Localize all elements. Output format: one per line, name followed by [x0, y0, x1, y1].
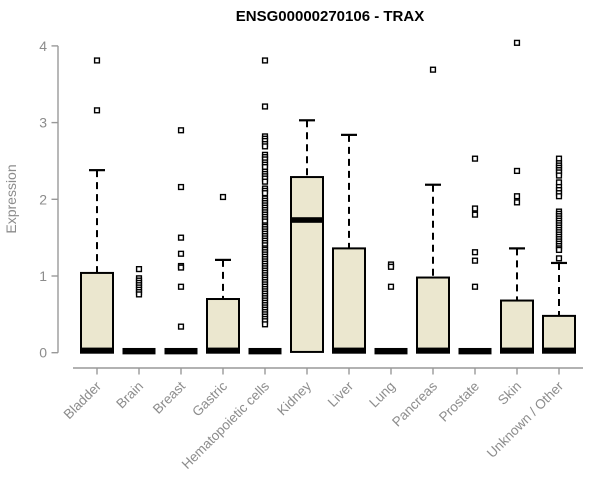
outlier-point [513, 39, 521, 46]
outlier-point [177, 250, 185, 257]
outlier-point [513, 167, 521, 175]
outlier-point [93, 107, 101, 114]
x-tick-label: Unknown / Other [484, 378, 567, 461]
y-axis-label: Expression [3, 164, 19, 233]
x-tick-label: Lung [366, 379, 398, 411]
outlier-point [177, 264, 185, 271]
x-tick-label: Breast [150, 378, 188, 416]
box-group [80, 57, 114, 354]
outlier-point [177, 283, 185, 290]
x-tick-label: Pancreas [389, 378, 440, 429]
x-tick-label: Skin [495, 379, 524, 408]
box-iqr [206, 298, 240, 354]
outlier-point [471, 211, 479, 218]
median-line [500, 347, 534, 354]
outlier-point [513, 193, 521, 200]
outlier-point [219, 193, 227, 201]
outlier-point [261, 190, 269, 197]
y-tick-label: 1 [39, 268, 47, 284]
median-line [542, 347, 576, 354]
outlier-point [261, 143, 269, 150]
box-group [374, 261, 408, 355]
box-iqr [416, 276, 450, 354]
x-tick-label: Gastric [189, 378, 230, 419]
outlier-point [177, 183, 185, 191]
outlier-point [513, 199, 521, 206]
box-group [416, 66, 450, 354]
outlier-point [261, 57, 269, 64]
outlier-point [471, 249, 479, 256]
outlier-point [429, 66, 437, 73]
outlier-point [387, 283, 395, 290]
box-series [80, 39, 576, 355]
outlier-point [471, 283, 479, 290]
y-tick-label: 0 [39, 345, 47, 361]
x-tick-label: Prostate [436, 379, 482, 425]
y-tick-label: 2 [39, 191, 47, 207]
box-group [164, 127, 198, 355]
collapsed-box [164, 347, 198, 355]
median-line [416, 347, 450, 354]
outlier-point [261, 178, 269, 185]
box-iqr [500, 299, 534, 354]
outlier-point [555, 246, 563, 254]
collapsed-box [458, 347, 492, 355]
outlier-point [471, 205, 479, 212]
y-tick-label: 4 [39, 38, 47, 54]
outlier-point [261, 321, 269, 328]
collapsed-box [122, 347, 156, 355]
box-group [332, 133, 366, 354]
outlier-point [177, 127, 185, 134]
outlier-point [135, 291, 143, 298]
outlier-point [555, 172, 563, 179]
box-group [458, 155, 492, 355]
median-line [290, 217, 324, 223]
outlier-point [93, 57, 101, 64]
outlier-point [261, 103, 269, 110]
collapsed-box [374, 347, 408, 355]
box-iqr [80, 271, 114, 354]
y-tick-label: 3 [39, 115, 47, 131]
outlier-point [387, 263, 395, 270]
x-tick-label: Bladder [61, 378, 105, 422]
box-group [500, 39, 534, 354]
x-tick-label: Kidney [274, 378, 314, 418]
x-tick-label: Liver [325, 378, 357, 410]
median-line [332, 347, 366, 354]
outlier-point [471, 257, 479, 264]
box-group [248, 57, 282, 355]
outlier-point [555, 255, 563, 262]
box-group [290, 119, 324, 353]
outlier-point [471, 155, 479, 162]
box-group [206, 193, 240, 354]
x-tick-label: Brain [113, 379, 146, 412]
box-iqr [332, 247, 366, 354]
outlier-point [177, 234, 185, 241]
outlier-point [555, 193, 563, 200]
box-group [542, 155, 576, 354]
collapsed-box [248, 347, 282, 355]
chart-title: ENSG00000270106 - TRAX [236, 8, 424, 25]
box-iqr [542, 314, 576, 354]
outlier-point [135, 265, 143, 273]
box-group [122, 265, 156, 355]
median-line [80, 347, 114, 354]
box-iqr [290, 176, 324, 353]
median-line [206, 347, 240, 354]
outlier-point [177, 323, 185, 330]
